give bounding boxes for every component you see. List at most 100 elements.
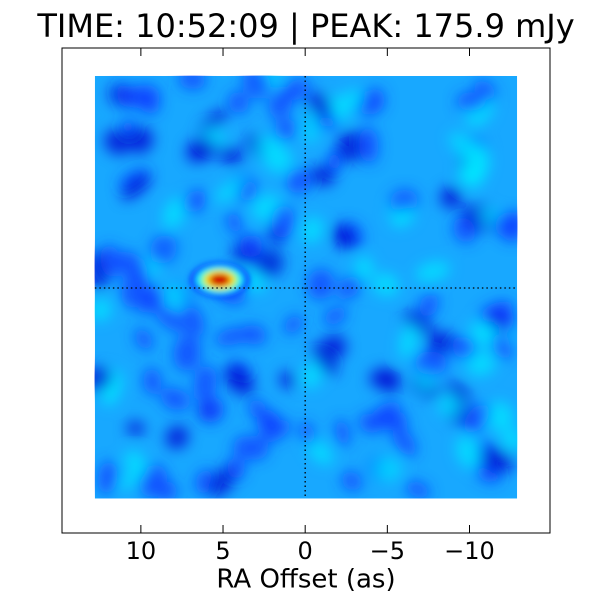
noise-blob bbox=[299, 422, 316, 445]
noise-blob bbox=[461, 147, 490, 184]
noise-blob bbox=[246, 271, 266, 293]
noise-blob bbox=[260, 419, 291, 443]
noise-blob bbox=[271, 204, 295, 239]
noise-blob bbox=[496, 304, 514, 333]
noise-blob bbox=[104, 129, 131, 156]
noise-blob bbox=[239, 234, 263, 258]
noise-blob bbox=[116, 83, 133, 109]
noise-blob bbox=[499, 214, 518, 243]
noise-blob bbox=[94, 269, 108, 290]
noise-blob bbox=[392, 427, 417, 457]
noise-blob bbox=[242, 75, 271, 99]
x-tick-label: 10 bbox=[126, 537, 157, 565]
noise-blob bbox=[301, 366, 320, 389]
noise-blob bbox=[255, 249, 284, 278]
noise-blob bbox=[279, 371, 297, 389]
noise-blob bbox=[162, 197, 187, 229]
noise-blob bbox=[134, 328, 154, 351]
noise-blob bbox=[452, 216, 476, 244]
noise-blob bbox=[438, 394, 462, 418]
noise-blob bbox=[485, 401, 514, 432]
noise-blob bbox=[465, 350, 496, 377]
noise-blob bbox=[193, 365, 217, 402]
x-tick-label: −10 bbox=[444, 537, 495, 565]
noise-blob bbox=[372, 273, 400, 297]
noise-blob bbox=[353, 256, 374, 281]
noise-blob bbox=[173, 334, 201, 372]
noise-blob bbox=[218, 145, 244, 165]
noise-blob bbox=[414, 351, 448, 376]
x-tick-label: 5 bbox=[215, 537, 230, 565]
noise-blob bbox=[341, 89, 365, 109]
noise-blob bbox=[101, 383, 120, 407]
noise-blob bbox=[145, 289, 167, 311]
noise-blob bbox=[214, 327, 248, 346]
noise-blob bbox=[223, 364, 255, 396]
noise-blob bbox=[323, 307, 347, 326]
noise-blob bbox=[232, 435, 269, 461]
noise-blob bbox=[372, 456, 401, 482]
noise-blob bbox=[415, 261, 451, 282]
noise-blob bbox=[448, 133, 478, 154]
noise-blob bbox=[120, 272, 150, 308]
chart-title: TIME: 10:52:09 | PEAK: 175.9 mJy bbox=[36, 7, 574, 45]
noise-blob bbox=[403, 310, 434, 336]
noise-blob bbox=[100, 244, 122, 279]
peak-contour bbox=[209, 273, 230, 286]
noise-blob bbox=[440, 185, 463, 209]
noise-blob bbox=[226, 456, 246, 480]
noise-blob bbox=[119, 461, 148, 491]
noise-blob bbox=[182, 305, 205, 338]
x-tick-label: 0 bbox=[298, 537, 313, 565]
noise-blob bbox=[240, 324, 267, 345]
noise-blob bbox=[198, 396, 225, 424]
noise-blob bbox=[341, 471, 362, 492]
noise-blob bbox=[331, 224, 357, 250]
x-tick-label: −5 bbox=[370, 537, 405, 565]
noise-blob bbox=[455, 435, 482, 469]
image bbox=[94, 75, 518, 499]
noise-blob bbox=[165, 425, 189, 450]
noise-blob bbox=[311, 342, 338, 376]
noise-blob bbox=[310, 165, 335, 186]
noise-blob bbox=[160, 387, 190, 411]
noise-blob bbox=[215, 177, 246, 203]
noise-blob bbox=[202, 127, 226, 146]
noise-blob bbox=[334, 418, 350, 447]
noise-blob bbox=[183, 189, 207, 213]
noise-blob bbox=[272, 118, 297, 143]
noise-blob bbox=[248, 398, 266, 418]
noise-blob bbox=[97, 460, 118, 495]
noise-blob bbox=[126, 421, 145, 436]
noise-blob bbox=[418, 293, 439, 318]
noise-blob bbox=[138, 464, 168, 497]
noise-blob bbox=[307, 268, 335, 300]
noise-blob bbox=[405, 480, 431, 499]
noise-blob bbox=[128, 127, 154, 154]
noise-blob bbox=[337, 130, 365, 163]
noise-blob bbox=[136, 89, 160, 115]
noise-blob bbox=[150, 234, 178, 265]
peak-source bbox=[189, 261, 250, 298]
noise-blob bbox=[254, 135, 281, 155]
noise-blob bbox=[399, 324, 419, 359]
noise-blob bbox=[228, 91, 249, 114]
noise-blob bbox=[392, 207, 416, 228]
noise-blob bbox=[285, 168, 312, 194]
noise-blob bbox=[94, 366, 113, 392]
axes-frame bbox=[61, 47, 551, 534]
noise-blob bbox=[143, 367, 162, 396]
noise-blob bbox=[426, 331, 455, 355]
noise-blob bbox=[456, 92, 486, 112]
noise-blob bbox=[94, 298, 112, 322]
noise-blob bbox=[283, 315, 303, 334]
noise-blob bbox=[164, 283, 187, 307]
x-axis-label: RA Offset (as) bbox=[216, 565, 395, 595]
noise-blob bbox=[479, 446, 514, 473]
noise-blob bbox=[338, 273, 363, 300]
noise-blob bbox=[378, 409, 397, 431]
noise-blob bbox=[284, 78, 311, 101]
noise-blob bbox=[154, 305, 186, 333]
noise-blob bbox=[501, 429, 518, 451]
